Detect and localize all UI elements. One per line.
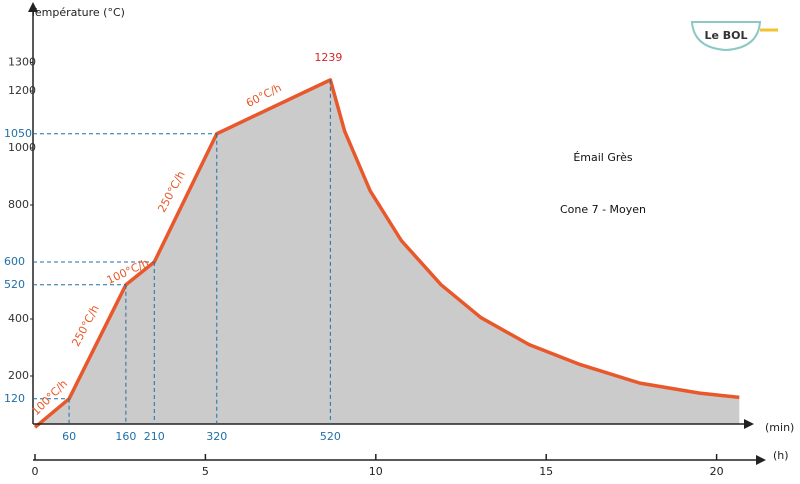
chart-subtitle: Cone 7 - Moyen (560, 203, 646, 216)
y-tick-label: 400 (8, 312, 29, 325)
peak-label: 1239 (314, 51, 342, 64)
marked-x-tick-label: 210 (144, 430, 165, 443)
marked-x-tick-label: 60 (62, 430, 76, 443)
x2-tick-label: 10 (369, 465, 383, 478)
logo-cup (690, 21, 762, 52)
chart-title: Émail Grès (573, 151, 633, 164)
marked-y-tick-label: 600 (4, 255, 25, 268)
marked-y-tick-label: 120 (4, 392, 25, 405)
marked-y-tick-label: 520 (4, 278, 25, 291)
y-axis-arrow (28, 2, 38, 12)
x2-tick-label: 15 (539, 465, 553, 478)
marked-y-tick-label: 1050 (4, 127, 32, 140)
logo-text: Le BOL (704, 29, 747, 42)
x2-axis-title: (h) (773, 449, 789, 462)
line (33, 78, 740, 429)
y-tick-label: 1300 (8, 56, 36, 69)
x2-axis-arrow (756, 455, 766, 465)
logo: Le BOL (690, 21, 778, 52)
y-tick-label: 1200 (8, 84, 36, 97)
y-tick-label: 1000 (8, 141, 36, 154)
x2-tick-label: 5 (202, 465, 209, 478)
marked-x-tick-label: 160 (115, 430, 136, 443)
y-tick-label: 200 (8, 369, 29, 382)
x2-tick-label: 20 (710, 465, 724, 478)
x-axis-title: (min) (765, 421, 794, 434)
y-tick-label: 800 (8, 198, 29, 211)
area (35, 79, 740, 428)
x2-tick-label: 0 (32, 465, 39, 478)
y-axis-title: Température (°C) (29, 6, 125, 19)
marked-x-tick-label: 320 (206, 430, 227, 443)
marked-x-tick-label: 520 (320, 430, 341, 443)
x-axis-arrow (744, 419, 754, 429)
